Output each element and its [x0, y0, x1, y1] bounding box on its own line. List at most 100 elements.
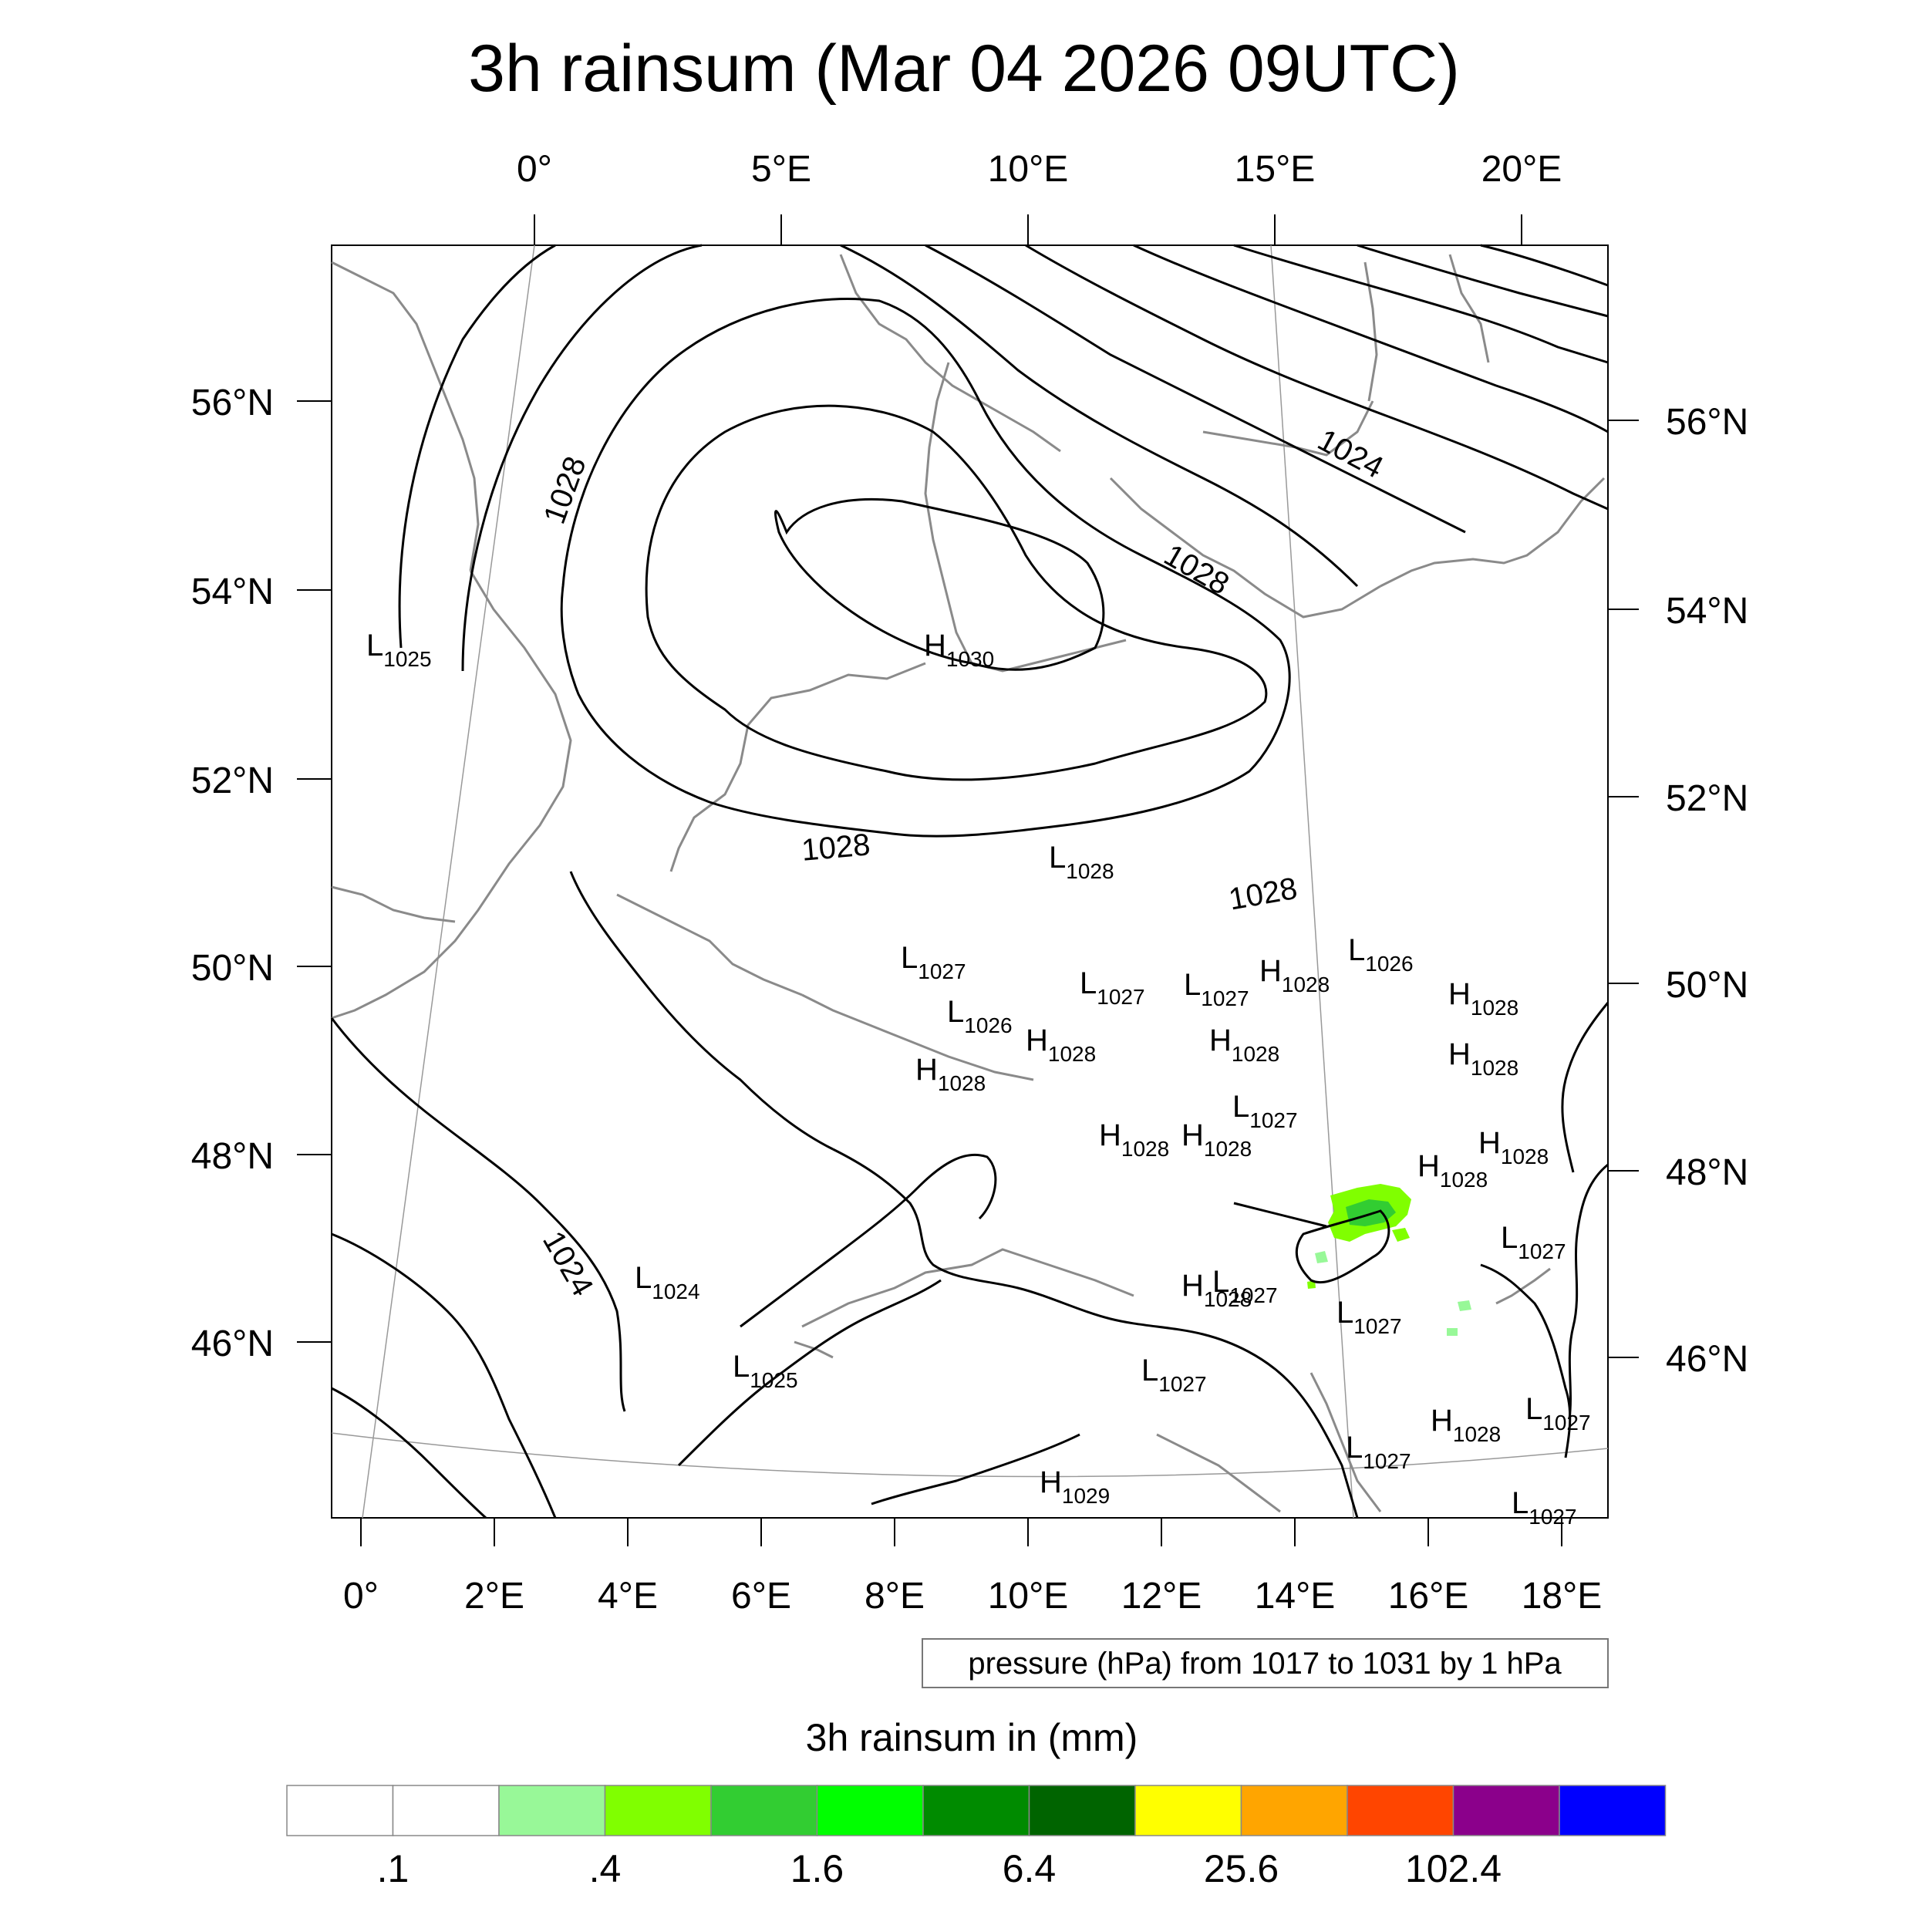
rain-patch-small-4 [1447, 1328, 1458, 1336]
low-pressure-center: L1027 [901, 941, 966, 983]
legend-color-box [1240, 1785, 1348, 1836]
legend-color-box [922, 1785, 1030, 1836]
high-pressure-center: H1028 [1448, 1037, 1518, 1080]
low-pressure-center: L1027 [1512, 1486, 1577, 1529]
pressure-center-value: 1028 [1121, 1137, 1169, 1161]
legend-label: 102.4 [1405, 1847, 1502, 1890]
high-pressure-center: H1028 [1181, 1269, 1252, 1311]
left-latitude-axis: 56°N 54°N 52°N 50°N 48°N 46°N [191, 383, 332, 1364]
bottom-lon-label: 2°E [464, 1576, 524, 1617]
bottom-lon-label: 14°E [1255, 1576, 1336, 1617]
right-lat-label: 46°N [1666, 1339, 1748, 1380]
pressure-center-type: H [1448, 977, 1471, 1011]
pressure-center-type: L [1049, 841, 1066, 875]
legend-color-box [1028, 1785, 1136, 1836]
rain-patch-small-2 [1315, 1251, 1328, 1263]
pressure-center-value: 1028 [1204, 1287, 1252, 1311]
pressure-center-value: 1028 [938, 1071, 986, 1095]
right-lat-label: 56°N [1666, 402, 1748, 443]
legend-label: 6.4 [1003, 1847, 1057, 1890]
bottom-lon-label: 0° [343, 1576, 379, 1617]
low-pressure-center: L1026 [1348, 933, 1414, 976]
high-pressure-center: H1030 [924, 629, 994, 671]
map-frame [331, 244, 1609, 1519]
top-lon-label: 0° [517, 149, 552, 190]
low-pressure-center: L1027 [1346, 1431, 1411, 1473]
low-pressure-center: L1027 [1212, 1265, 1278, 1307]
right-lat-label: 48°N [1666, 1152, 1748, 1193]
bottom-lon-label: 8°E [865, 1576, 925, 1617]
pressure-center-type: H [924, 629, 946, 663]
isobars [330, 244, 1609, 1519]
pressure-center-value: 1025 [750, 1368, 797, 1392]
pressure-center-value: 1028 [1440, 1168, 1488, 1192]
pressure-center-type: L [1336, 1296, 1353, 1330]
legend-label: .1 [377, 1847, 410, 1890]
high-pressure-center: H1028 [1099, 1118, 1169, 1161]
pressure-center-value: 1028 [1048, 1042, 1096, 1066]
legend-color-box [1452, 1785, 1560, 1836]
pressure-center-value: 1028 [1204, 1137, 1252, 1161]
pressure-center-value: 1027 [1158, 1372, 1206, 1396]
bottom-lon-label: 6°E [731, 1576, 791, 1617]
legend-label: 25.6 [1204, 1847, 1279, 1890]
pressure-center-type: L [901, 941, 918, 975]
pressure-center-type: L [1232, 1090, 1249, 1124]
pressure-center-type: L [1512, 1486, 1529, 1520]
left-lat-label: 48°N [191, 1136, 274, 1177]
pressure-note: pressure (hPa) from 1017 to 1031 by 1 hP… [922, 1638, 1609, 1688]
low-pressure-center: L1025 [366, 629, 432, 671]
pressure-center-type: L [1501, 1221, 1518, 1255]
pressure-center-value: 1024 [652, 1280, 699, 1303]
pressure-center-value: 1028 [1471, 1056, 1518, 1080]
low-pressure-center: L1027 [1080, 966, 1145, 1009]
low-pressure-center: L1027 [1232, 1090, 1298, 1132]
top-lon-label: 20°E [1481, 149, 1562, 190]
pressure-center-value: 1027 [1353, 1314, 1401, 1338]
pressure-center-value: 1027 [1201, 986, 1249, 1010]
pressure-center-type: L [1525, 1392, 1542, 1426]
pressure-center-value: 1028 [1453, 1422, 1501, 1446]
high-pressure-center: H1029 [1040, 1465, 1110, 1508]
left-lat-label: 56°N [191, 383, 274, 423]
legend-color-box [1559, 1785, 1667, 1836]
legend-color-box [604, 1785, 712, 1836]
right-lat-label: 54°N [1666, 591, 1748, 632]
pressure-center-value: 1028 [1282, 973, 1330, 996]
pressure-center-type: H [1259, 954, 1282, 988]
pressure-center-type: L [1184, 968, 1201, 1002]
pressure-center-type: L [635, 1261, 652, 1295]
pressure-center-type: L [366, 629, 383, 663]
pressure-center-value: 1025 [383, 647, 431, 671]
pressure-center-type: H [1040, 1465, 1062, 1499]
top-lon-label: 15°E [1235, 149, 1316, 190]
legend-title: 3h rainsum in (mm) [806, 1716, 1138, 1759]
pressure-center-type: H [1181, 1269, 1204, 1303]
pressure-center-type: H [1417, 1149, 1440, 1183]
pressure-center-value: 1027 [1518, 1239, 1566, 1263]
legend-color-box [1134, 1785, 1242, 1836]
pressure-center-type: H [1026, 1023, 1048, 1057]
left-lat-label: 50°N [191, 948, 274, 989]
legend-colorbar [286, 1785, 1667, 1836]
top-longitude-axis: 0° 5°E 10°E 15°E 20°E [517, 149, 1562, 245]
pressure-center-type: L [1080, 966, 1097, 1000]
pressure-center-type: L [733, 1350, 750, 1384]
pressure-note-text: pressure (hPa) from 1017 to 1031 by 1 hP… [968, 1647, 1562, 1681]
rain-legend: 3h rainsum in (mm) .1 .4 1.6 6.4 25.6 102.4 [286, 1716, 1667, 1890]
pressure-center-value: 1028 [1066, 859, 1114, 883]
legend-label: 1.6 [790, 1847, 844, 1890]
pressure-center-type: L [1212, 1265, 1229, 1299]
pressure-center-type: L [1346, 1431, 1363, 1465]
low-pressure-center: L1027 [1184, 968, 1249, 1010]
rain-patch-small-1 [1392, 1228, 1410, 1242]
pressure-center-value: 1027 [1229, 1283, 1277, 1307]
low-pressure-center: L1027 [1525, 1392, 1591, 1435]
pressure-center-type: L [947, 995, 964, 1029]
right-latitude-axis: 56°N 54°N 52°N 50°N 48°N 46°N [1608, 402, 1748, 1380]
bottom-lon-label: 12°E [1121, 1576, 1202, 1617]
pressure-center-value: 1027 [1363, 1449, 1411, 1473]
bottom-lon-label: 10°E [988, 1576, 1069, 1617]
